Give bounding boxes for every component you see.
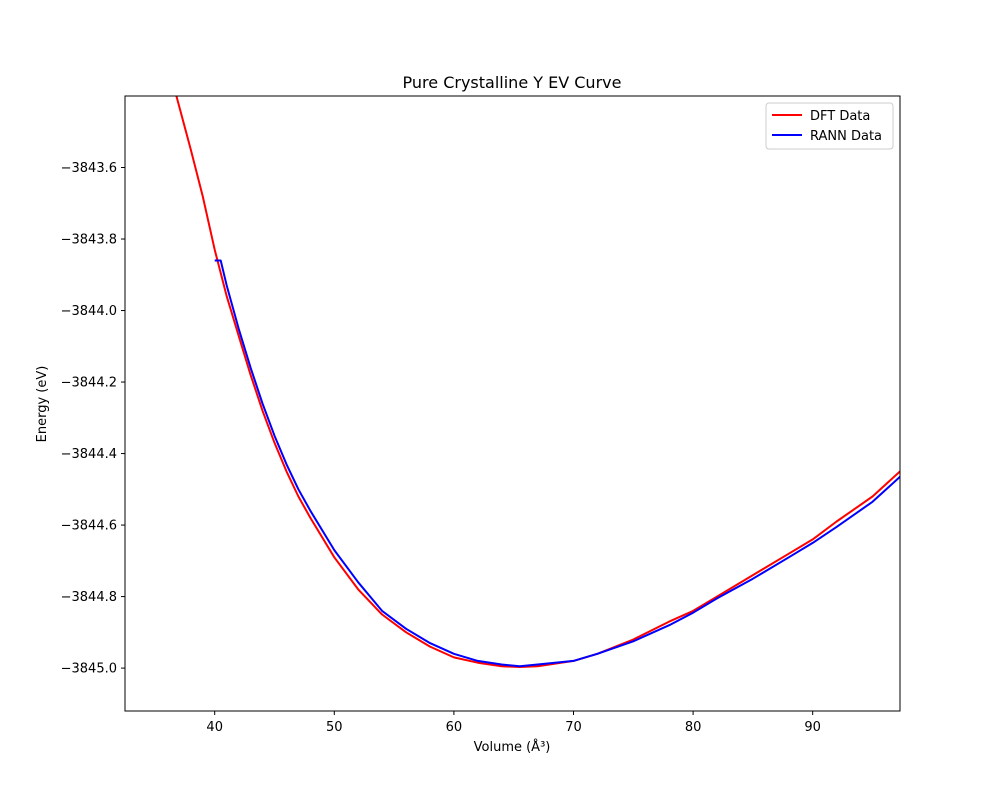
y-tick-label: −3845.0 [61,662,117,677]
y-tick-label: −3843.8 [61,233,117,248]
chart-title: Pure Crystalline Y EV Curve [403,73,622,92]
y-tick-label: −3844.6 [61,519,117,534]
y-axis-label: Energy (eV) [35,366,50,443]
x-tick-label: 80 [685,720,702,735]
series-line-dft-data [175,96,900,668]
x-axis-label: Volume (Å³) [474,739,551,755]
legend: DFT Data RANN Data [765,102,894,150]
series-layer [175,96,900,668]
plot-frame [124,95,901,712]
x-tick-label: 70 [565,720,582,735]
x-axis: 40 50 60 70 80 90 [206,711,821,735]
x-tick-label: 40 [206,720,223,735]
y-tick-label: −3843.6 [61,161,117,176]
y-tick-label: −3844.0 [61,304,117,319]
y-tick-label: −3844.8 [61,590,117,605]
y-axis: −3843.6 −3843.8 −3844.0 −3844.2 −3844.4 −3844… [61,161,125,677]
y-tick-label: −3844.4 [61,447,117,462]
y-tick-label: −3844.2 [61,376,117,391]
legend-label-dft: DFT Data [810,109,870,124]
series-line-rann-data [214,259,900,668]
legend-label-rann: RANN Data [810,129,882,144]
x-tick-label: 50 [326,720,343,735]
x-tick-label: 60 [446,720,463,735]
x-tick-label: 90 [804,720,821,735]
